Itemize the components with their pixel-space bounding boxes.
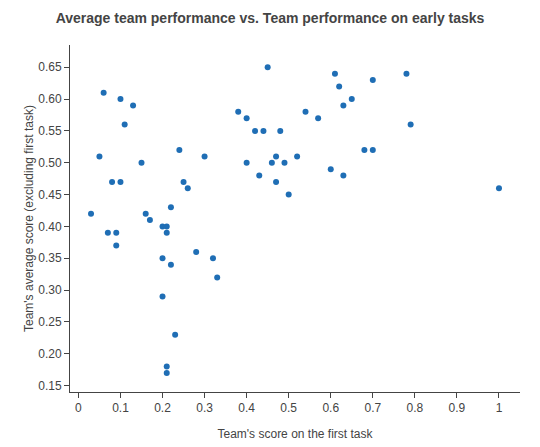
svg-text:0.8: 0.8 <box>407 401 424 415</box>
svg-text:0.40: 0.40 <box>38 220 62 234</box>
svg-text:0.60: 0.60 <box>38 92 62 106</box>
svg-text:0.25: 0.25 <box>38 315 62 329</box>
svg-text:0.9: 0.9 <box>449 401 466 415</box>
svg-text:0.30: 0.30 <box>38 283 62 297</box>
svg-text:0.3: 0.3 <box>196 401 213 415</box>
svg-text:0.4: 0.4 <box>238 401 255 415</box>
svg-text:0.15: 0.15 <box>38 379 62 393</box>
svg-text:0.50: 0.50 <box>38 156 62 170</box>
svg-text:0.20: 0.20 <box>38 347 62 361</box>
svg-text:Average team performance vs. T: Average team performance vs. Team perfor… <box>56 10 485 26</box>
svg-text:0.2: 0.2 <box>154 401 171 415</box>
svg-text:0.45: 0.45 <box>38 188 62 202</box>
svg-text:0.5: 0.5 <box>280 401 297 415</box>
svg-text:1: 1 <box>496 401 503 415</box>
svg-text:0.7: 0.7 <box>364 401 381 415</box>
svg-text:0: 0 <box>75 401 82 415</box>
svg-text:0.35: 0.35 <box>38 251 62 265</box>
svg-text:0.65: 0.65 <box>38 60 62 74</box>
svg-text:Team's score on the first task: Team's score on the first task <box>217 427 373 441</box>
svg-text:0.55: 0.55 <box>38 124 62 138</box>
svg-text:0.6: 0.6 <box>322 401 339 415</box>
svg-text:0.1: 0.1 <box>112 401 129 415</box>
svg-text:Team's average score (excludin: Team's average score (excluding first ta… <box>22 105 36 332</box>
